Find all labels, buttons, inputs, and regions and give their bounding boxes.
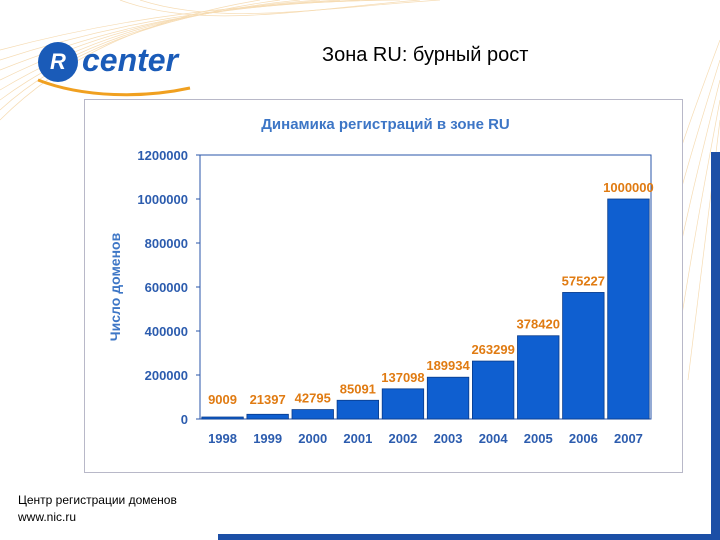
x-tick-label: 1998 <box>208 431 237 446</box>
bar <box>291 409 334 420</box>
footer-org: Центр регистрации доменов <box>18 493 177 507</box>
chart-title: Динамика регистраций в зоне RU <box>261 116 510 133</box>
bar <box>607 198 650 420</box>
bar <box>201 416 244 420</box>
x-tick-label: 2006 <box>569 431 598 446</box>
y-tick-label: 600000 <box>145 280 188 295</box>
x-tick-label: 2003 <box>434 431 463 446</box>
bar <box>517 335 560 420</box>
bar <box>562 292 605 420</box>
accent-bar-bottom <box>218 534 720 540</box>
logo-swoosh-icon <box>37 78 191 97</box>
ru-center-logo: R center <box>34 36 194 100</box>
bar <box>381 388 425 420</box>
footer-url[interactable]: www.nic.ru <box>18 510 77 524</box>
x-tick-label: 1999 <box>253 431 282 446</box>
data-label: 9009 <box>208 392 237 407</box>
y-tick-label: 0 <box>181 412 188 427</box>
logo-wordmark: center <box>82 42 179 78</box>
x-tick-label: 2001 <box>343 431 372 446</box>
data-label: 263299 <box>471 342 514 357</box>
chart-frame: Динамика регистраций в зоне RU Число доме… <box>84 99 683 473</box>
y-tick-label: 200000 <box>145 368 188 383</box>
data-label: 1000000 <box>603 180 654 195</box>
y-tick-label: 1200000 <box>137 148 188 163</box>
x-tick-label: 2000 <box>298 431 327 446</box>
bar <box>336 399 379 420</box>
data-label: 85091 <box>340 381 376 396</box>
y-tick-label: 400000 <box>145 324 188 339</box>
x-tick-label: 2002 <box>388 431 417 446</box>
data-label: 378420 <box>517 317 560 332</box>
x-tick-label: 2005 <box>524 431 553 446</box>
bar <box>426 376 470 420</box>
data-label: 21397 <box>250 392 286 407</box>
accent-bar-right <box>711 152 720 540</box>
y-axis-label: Число доменов <box>107 232 123 341</box>
bar <box>472 360 515 420</box>
slide-title: Зона RU: бурный рост <box>322 44 529 66</box>
x-tick-label: 2007 <box>614 431 643 446</box>
x-tick-label: 2004 <box>479 431 509 446</box>
bar-chart: Динамика регистраций в зоне RU Число доме… <box>107 116 654 446</box>
data-label: 42795 <box>295 391 331 406</box>
logo-r-badge: R <box>38 42 78 82</box>
y-tick-label: 800000 <box>145 236 188 251</box>
y-tick-label: 1000000 <box>137 192 188 207</box>
data-label: 137098 <box>381 370 424 385</box>
footer: Центр регистрации доменов www.nic.ru <box>18 492 177 526</box>
data-label: 189934 <box>426 358 470 373</box>
data-label: 575227 <box>562 273 605 288</box>
bar <box>246 413 289 420</box>
